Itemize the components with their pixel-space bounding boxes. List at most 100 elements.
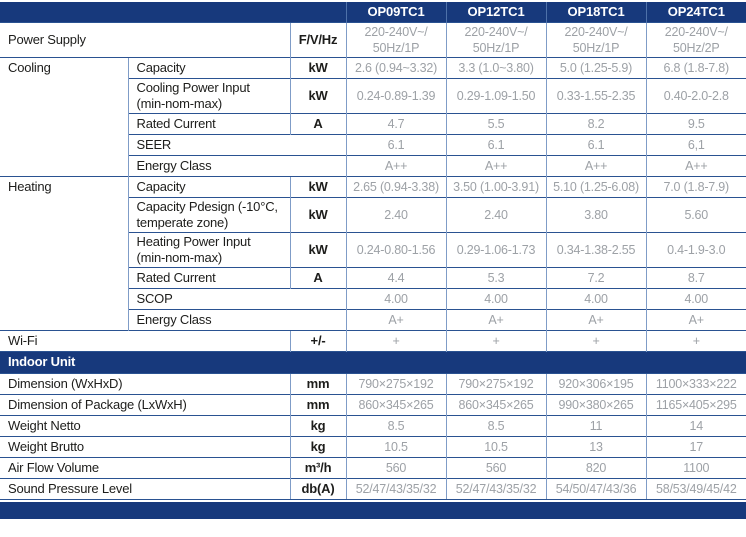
row-label-heating-heating-power-input-min-nom-max: Heating Power Input (min-nom-max) [127, 231, 290, 267]
row-label-air-flow-volume: Air Flow Volume [0, 456, 290, 478]
value-heating-rated-current-op18tc1: 7.2 [545, 266, 647, 288]
unit-heating-capacity: kW [289, 175, 347, 197]
value-cooling-capacity-op24tc1: 6.8 (1.8-7.8) [645, 56, 746, 78]
value-cooling-seer-op24tc1: 6,1 [645, 133, 746, 155]
row-label-heating-capacity-pdesign-10-c-temperate-zone: Capacity Pdesign (-10°C, temperate zone) [127, 196, 290, 232]
value-weight-netto-op24tc1: 14 [645, 414, 746, 436]
value-heating-scop-op18tc1: 4.00 [545, 287, 647, 309]
value-cooling-cooling-power-input-min-nom-max-op24tc1: 0.40-2.0-2.8 [645, 77, 746, 113]
value-cooling-cooling-power-input-min-nom-max-op12tc1: 0.29-1.09-1.50 [445, 77, 547, 113]
unit-heating-capacity-pdesign-10-c-temperate-zone: kW [289, 196, 347, 232]
group-label-cooling: Cooling [0, 56, 128, 176]
row-label-wi-fi: Wi-Fi [0, 329, 290, 351]
unit-sound-pressure-level: db(A) [289, 477, 347, 500]
value-heating-scop-op09tc1: 4.00 [345, 287, 447, 309]
value-heating-capacity-op12tc1: 3.50 (1.00-3.91) [445, 175, 547, 197]
table-corner [0, 2, 347, 22]
unit-cooling-rated-current: A [289, 112, 347, 134]
unit-heating-heating-power-input-min-nom-max: kW [289, 231, 347, 267]
value-cooling-rated-current-op12tc1: 5.5 [445, 112, 547, 134]
value-wi-fi-op24tc1: + [645, 329, 746, 351]
value-air-flow-volume-op18tc1: 820 [545, 456, 647, 478]
value-wi-fi-op12tc1: + [445, 329, 547, 351]
value-dimension-of-package-lxwxh-op24tc1: 1165×405×295 [645, 393, 746, 415]
unit-weight-brutto: kg [289, 435, 347, 457]
column-header-op09tc1: OP09TC1 [345, 2, 447, 22]
value-cooling-energy-class-op09tc1: A++ [345, 154, 447, 176]
value-heating-energy-class-op24tc1: A+ [645, 308, 746, 330]
section-banner-indoor-unit: Indoor Unit [0, 350, 746, 373]
value-power-supply-op12tc1: 220-240V~/ 50Hz/1P [445, 21, 547, 57]
value-dimension-wxhxd-op18tc1: 920×306×195 [545, 372, 647, 394]
value-cooling-capacity-op18tc1: 5.0 (1.25-5.9) [545, 56, 647, 78]
value-cooling-cooling-power-input-min-nom-max-op18tc1: 0.33-1.55-2.35 [545, 77, 647, 113]
row-label-heating-rated-current: Rated Current [127, 266, 290, 288]
value-heating-energy-class-op18tc1: A+ [545, 308, 647, 330]
value-heating-capacity-op09tc1: 2.65 (0.94-3.38) [345, 175, 447, 197]
value-heating-rated-current-op24tc1: 8.7 [645, 266, 746, 288]
unit-dimension-of-package-lxwxh: mm [289, 393, 347, 415]
value-power-supply-op09tc1: 220-240V~/ 50Hz/1P [345, 21, 447, 57]
value-cooling-energy-class-op24tc1: A++ [645, 154, 746, 176]
row-label-dimension-of-package-lxwxh: Dimension of Package (LxWxH) [0, 393, 290, 415]
table-head: OP09TC1 OP12TC1 OP18TC1 OP24TC1 [0, 2, 746, 22]
unit-air-flow-volume: m³/h [289, 456, 347, 478]
row-label-weight-netto: Weight Netto [0, 414, 290, 436]
value-heating-capacity-op24tc1: 7.0 (1.8-7.9) [645, 175, 746, 197]
row-label-cooling-capacity: Capacity [127, 56, 290, 78]
value-cooling-seer-op18tc1: 6.1 [545, 133, 647, 155]
value-dimension-wxhxd-op12tc1: 790×275×192 [445, 372, 547, 394]
row-label-cooling-seer: SEER [127, 133, 347, 155]
value-cooling-rated-current-op24tc1: 9.5 [645, 112, 746, 134]
value-dimension-wxhxd-op09tc1: 790×275×192 [345, 372, 447, 394]
row-label-sound-pressure-level: Sound Pressure Level [0, 477, 290, 500]
value-cooling-rated-current-op09tc1: 4.7 [345, 112, 447, 134]
group-label-heating: Heating [0, 175, 128, 330]
value-cooling-cooling-power-input-min-nom-max-op09tc1: 0.24-0.89-1.39 [345, 77, 447, 113]
value-cooling-seer-op09tc1: 6.1 [345, 133, 447, 155]
column-header-op12tc1: OP12TC1 [445, 2, 547, 22]
row-label-power-supply: Power Supply [0, 21, 290, 57]
value-weight-brutto-op12tc1: 10.5 [445, 435, 547, 457]
value-power-supply-op24tc1: 220-240V~/ 50Hz/2P [645, 21, 746, 57]
value-heating-rated-current-op12tc1: 5.3 [445, 266, 547, 288]
value-heating-capacity-op18tc1: 5.10 (1.25-6.08) [545, 175, 647, 197]
unit-weight-netto: kg [289, 414, 347, 436]
value-cooling-energy-class-op18tc1: A++ [545, 154, 647, 176]
value-cooling-energy-class-op12tc1: A++ [445, 154, 547, 176]
value-sound-pressure-level-op09tc1: 52/47/43/35/32 [345, 477, 447, 500]
row-label-dimension-wxhxd: Dimension (WxHxD) [0, 372, 290, 394]
unit-power-supply: F/V/Hz [289, 21, 347, 57]
column-header-op24tc1: OP24TC1 [645, 2, 746, 22]
value-heating-energy-class-op09tc1: A+ [345, 308, 447, 330]
value-heating-heating-power-input-min-nom-max-op12tc1: 0.29-1.06-1.73 [445, 231, 547, 267]
value-air-flow-volume-op09tc1: 560 [345, 456, 447, 478]
row-label-heating-energy-class: Energy Class [127, 308, 347, 330]
unit-cooling-cooling-power-input-min-nom-max: kW [289, 77, 347, 113]
value-heating-capacity-pdesign-10-c-temperate-zone-op09tc1: 2.40 [345, 196, 447, 232]
row-label-cooling-energy-class: Energy Class [127, 154, 347, 176]
value-wi-fi-op09tc1: + [345, 329, 447, 351]
value-heating-rated-current-op09tc1: 4.4 [345, 266, 447, 288]
value-heating-energy-class-op12tc1: A+ [445, 308, 547, 330]
value-dimension-of-package-lxwxh-op09tc1: 860×345×265 [345, 393, 447, 415]
value-cooling-seer-op12tc1: 6.1 [445, 133, 547, 155]
value-weight-brutto-op18tc1: 13 [545, 435, 647, 457]
value-heating-heating-power-input-min-nom-max-op09tc1: 0.24-0.80-1.56 [345, 231, 447, 267]
value-dimension-of-package-lxwxh-op12tc1: 860×345×265 [445, 393, 547, 415]
row-label-cooling-rated-current: Rated Current [127, 112, 290, 134]
footer-bar [0, 501, 746, 519]
value-heating-capacity-pdesign-10-c-temperate-zone-op24tc1: 5.60 [645, 196, 746, 232]
model-header-row: OP09TC1 OP12TC1 OP18TC1 OP24TC1 [0, 2, 746, 22]
value-sound-pressure-level-op24tc1: 58/53/49/45/42 [645, 477, 746, 500]
row-label-cooling-cooling-power-input-min-nom-max: Cooling Power Input (min-nom-max) [127, 77, 290, 113]
value-cooling-capacity-op12tc1: 3.3 (1.0~3.80) [445, 56, 547, 78]
unit-wi-fi: +/- [289, 329, 347, 351]
value-dimension-of-package-lxwxh-op18tc1: 990×380×265 [545, 393, 647, 415]
unit-heating-rated-current: A [289, 266, 347, 288]
value-heating-scop-op24tc1: 4.00 [645, 287, 746, 309]
value-heating-heating-power-input-min-nom-max-op18tc1: 0.34-1.38-2.55 [545, 231, 647, 267]
value-weight-netto-op18tc1: 11 [545, 414, 647, 436]
value-weight-brutto-op24tc1: 17 [645, 435, 746, 457]
